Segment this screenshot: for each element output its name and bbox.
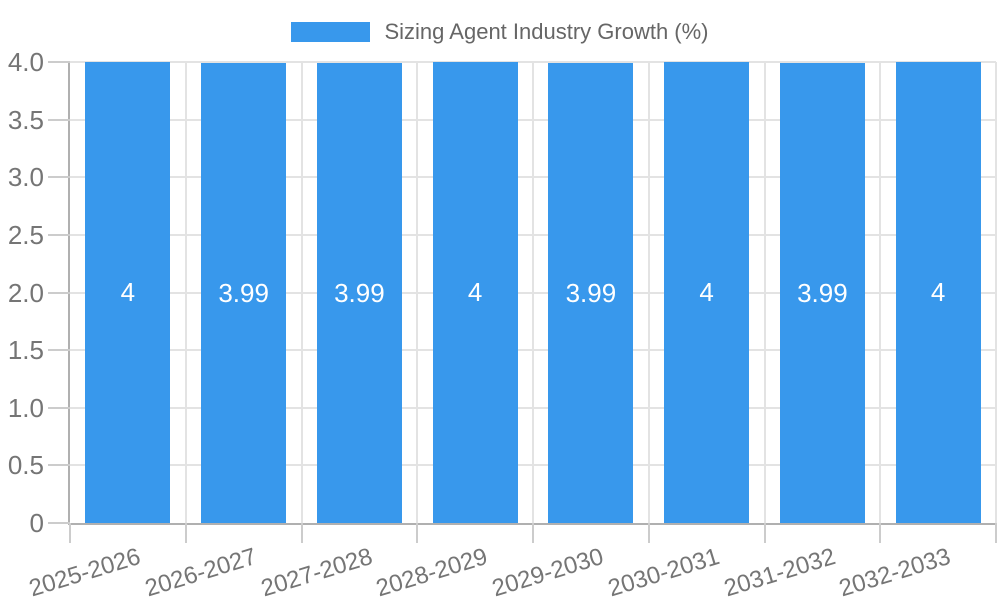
v-gridline <box>763 62 766 523</box>
y-tick-label: 2.5 <box>7 219 44 250</box>
x-tick-mark <box>763 523 766 543</box>
bar[interactable]: 4 <box>895 62 981 523</box>
x-tick-mark <box>532 523 534 543</box>
x-tick-mark <box>879 523 882 543</box>
y-tick-mark <box>48 118 70 121</box>
x-tick-mark <box>995 523 997 543</box>
x-tick-label: 2030-2031 <box>604 543 723 600</box>
v-gridline <box>416 62 419 523</box>
y-tick-mark <box>48 406 70 409</box>
bar-value-label: 4 <box>699 277 714 307</box>
gridlines-layer <box>70 61 997 523</box>
bar-value-label: 4 <box>930 277 946 307</box>
v-gridline <box>879 62 882 523</box>
y-tick-mark <box>48 349 70 352</box>
x-tick-label: 2032-2033 <box>836 543 955 600</box>
x-tick-label: 2029-2030 <box>489 543 607 600</box>
bar[interactable]: 3.99 <box>316 63 402 523</box>
y-tick-label: 1.5 <box>7 335 44 366</box>
y-tick-mark <box>48 291 70 294</box>
bar[interactable]: 3.99 <box>779 63 865 523</box>
x-tick-mark <box>416 523 419 543</box>
y-tick-label: 1.0 <box>7 392 44 423</box>
x-tick-label: 2028-2029 <box>373 543 492 600</box>
x-tick-label: 2026-2027 <box>141 543 260 600</box>
x-tick-label: 2027-2028 <box>257 543 376 600</box>
y-tick-mark <box>48 176 70 179</box>
y-tick-mark <box>48 522 70 524</box>
y-tick-label: 3.5 <box>7 104 44 135</box>
legend-item[interactable]: Sizing Agent Industry Growth (%) <box>0 14 1000 50</box>
v-gridline <box>184 62 187 523</box>
y-tick-label: 0.5 <box>7 450 44 481</box>
legend-label: Sizing Agent Industry Growth (%) <box>384 19 709 44</box>
x-tick-mark <box>647 523 650 543</box>
bar-value-label: 3.99 <box>797 277 848 308</box>
v-gridline <box>995 62 997 523</box>
x-tick-mark <box>300 523 303 543</box>
plot-area: 4 3.99 3.99 4 3.99 4 3.99 4 <box>68 61 997 525</box>
bar-value-label: 3.99 <box>334 277 385 308</box>
v-gridline <box>532 62 534 523</box>
y-tick-mark <box>48 233 70 236</box>
bar[interactable]: 3.99 <box>548 63 634 523</box>
y-tick-mark <box>48 61 70 63</box>
bar-value-label: 4 <box>467 277 483 307</box>
x-tick-label: 2025-2026 <box>26 543 144 600</box>
y-tick-label: 2.0 <box>7 277 44 308</box>
legend-swatch <box>291 22 371 42</box>
bar[interactable]: 4 <box>664 62 750 523</box>
x-tick-label: 2031-2032 <box>720 543 839 600</box>
bar-value-label: 3.99 <box>565 277 617 308</box>
v-gridline <box>300 62 303 523</box>
bar-value-label: 3.99 <box>218 277 269 308</box>
bar-value-label: 4 <box>120 277 136 307</box>
bars-layer: 4 3.99 3.99 4 3.99 4 3.99 4 <box>70 62 996 523</box>
bar[interactable]: 4 <box>85 62 171 523</box>
y-tick-label: 4.0 <box>7 47 44 77</box>
x-axis: 2025-2026 2026-2027 2027-2028 2028-2029 2029… <box>26 523 997 600</box>
bar[interactable]: 4 <box>432 62 518 523</box>
y-tick-label: 0 <box>29 508 44 538</box>
y-axis: 0 0.5 1.0 1.5 2.0 2.5 3.0 3.5 4.0 <box>0 47 70 538</box>
v-gridline <box>647 62 650 523</box>
x-tick-mark <box>184 523 187 543</box>
y-tick-label: 3.0 <box>7 162 44 193</box>
x-tick-mark <box>69 523 71 543</box>
y-tick-mark <box>48 464 70 467</box>
bar[interactable]: 3.99 <box>201 63 287 523</box>
